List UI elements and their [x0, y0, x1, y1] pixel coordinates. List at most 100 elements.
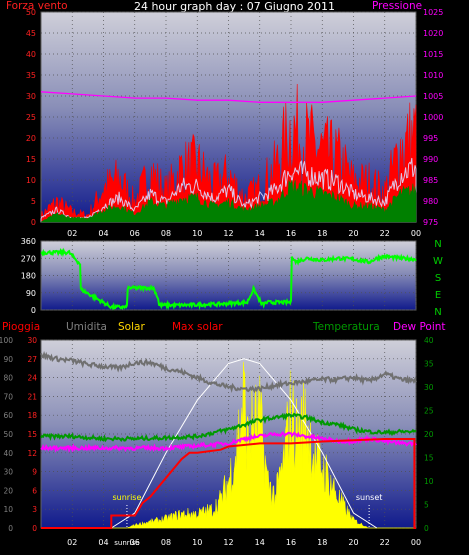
legend-max-solar: Max solar: [172, 321, 223, 333]
pressure-tick-label: 995: [423, 134, 438, 143]
humidity-tick-label: 70: [3, 392, 13, 401]
pressure-tick-label: 975: [423, 218, 438, 227]
wind-tick-label: 25: [26, 113, 36, 122]
rain-tick-label: 3: [32, 505, 37, 514]
sunset-annotation: sunset: [356, 493, 383, 502]
wind-x-tick-label: 12: [223, 229, 233, 238]
temperature-tick-label: 30: [424, 383, 434, 392]
temperature-tick-label: 5: [424, 501, 429, 510]
wind-x-tick-label: 22: [380, 229, 390, 238]
sunrise-annotation: sunrise: [112, 493, 141, 502]
direction-compass-label: W: [433, 256, 443, 267]
direction-tick-label: 180: [21, 272, 36, 281]
pressure-tick-label: 985: [423, 176, 438, 185]
pressure-line: [40, 91, 417, 103]
direction-compass-label: E: [435, 290, 441, 301]
humidity-tick-label: 0: [8, 524, 13, 533]
temperature-tick-label: 25: [424, 407, 434, 416]
temperature-tick-label: 10: [424, 477, 434, 486]
weather-x-tick-label: 22: [380, 538, 390, 547]
wind-tick-label: 45: [26, 29, 36, 38]
humidity-tick-label: 40: [3, 449, 13, 458]
rain-tick-label: 9: [32, 468, 37, 477]
wind-x-tick-label: 02: [67, 229, 77, 238]
wind-direction-line: [40, 247, 417, 311]
wind-tick-label: 0: [31, 218, 36, 227]
wind-tick-label: 5: [31, 197, 36, 206]
temperature-tick-label: 15: [424, 454, 434, 463]
pressure-tick-label: 1005: [423, 92, 443, 101]
wind-tick-label: 35: [26, 71, 36, 80]
weather-x-tick-label: 04: [98, 538, 108, 547]
sunrise-x-tick-label: sunrise: [114, 539, 139, 547]
legend-humidity: Umidita: [66, 321, 107, 333]
wind-series-line-2: [40, 157, 417, 223]
temperature-tick-label: 40: [424, 336, 434, 345]
wind-x-tick-label: 16: [286, 229, 296, 238]
rain-tick-label: 12: [27, 449, 37, 458]
weather-x-tick-label: 12: [223, 538, 233, 547]
weather-x-tick-label: 06: [130, 538, 140, 547]
wind-tick-label: 50: [26, 8, 36, 17]
direction-compass-label: N: [434, 307, 441, 318]
wind-x-tick-label: 00: [411, 229, 421, 238]
wind-x-tick-label: 18: [317, 229, 327, 238]
humidity-tick-label: 30: [3, 468, 13, 477]
wind-x-tick-label: 04: [98, 229, 108, 238]
weather-x-tick-label: 02: [67, 538, 77, 547]
wind-tick-label: 15: [26, 155, 36, 164]
weather-x-tick-label: 10: [192, 538, 202, 547]
weather-x-tick-label: 00: [411, 538, 421, 547]
wind-tick-label: 30: [26, 92, 36, 101]
wind-axis-label: Forza vento: [6, 0, 68, 12]
wind-tick-label: 40: [26, 50, 36, 59]
rain-tick-label: 24: [27, 374, 37, 383]
pressure-tick-label: 980: [423, 197, 438, 206]
wind-x-tick-label: 20: [348, 229, 358, 238]
humidity-tick-label: 80: [3, 374, 13, 383]
weather-x-tick-label: 16: [286, 538, 296, 547]
legend-temperature: Temperatura: [313, 321, 380, 333]
wind-tick-label: 10: [26, 176, 36, 185]
rain-tick-label: 15: [27, 430, 37, 439]
temperature-line: [40, 412, 417, 443]
humidity-tick-label: 100: [0, 336, 13, 345]
direction-tick-label: 90: [26, 289, 36, 298]
direction-tick-label: 0: [31, 306, 36, 315]
legend-solar: Solar: [118, 321, 145, 333]
max-solar-line: [111, 358, 378, 529]
pressure-tick-label: 1020: [423, 29, 443, 38]
rain-tick-label: 30: [27, 336, 37, 345]
humidity-tick-label: 10: [3, 505, 13, 514]
rain-tick-label: 27: [27, 355, 37, 364]
weather-x-tick-label: 08: [161, 538, 171, 547]
direction-tick-label: 360: [21, 237, 36, 246]
wind-tick-label: 20: [26, 134, 36, 143]
wind-x-tick-label: 08: [161, 229, 171, 238]
rain-tick-label: 21: [27, 392, 37, 401]
dew-point-line: [40, 431, 417, 454]
rain-tick-label: 0: [32, 524, 37, 533]
humidity-tick-label: 50: [3, 430, 13, 439]
chart-title: 24 hour graph day : 07 Giugno 2011: [133, 0, 336, 13]
pressure-axis-label: Pressione: [372, 0, 423, 12]
humidity-tick-label: 60: [3, 411, 13, 420]
pressure-tick-label: 1015: [423, 50, 443, 59]
wind-x-tick-label: 14: [255, 229, 265, 238]
wind-series-line-3: [40, 179, 417, 223]
pressure-tick-label: 1010: [423, 71, 443, 80]
weather-x-tick-label: 18: [317, 538, 327, 547]
rain-tick-label: 18: [27, 411, 37, 420]
temperature-tick-label: 0: [424, 524, 429, 533]
pressure-tick-label: 1025: [423, 8, 443, 17]
weather-x-tick-label: 20: [348, 538, 358, 547]
direction-compass-label: S: [435, 273, 441, 284]
weather-x-tick-label: 14: [255, 538, 265, 547]
legend-rain: Pioggia: [2, 321, 41, 333]
pressure-tick-label: 1000: [423, 113, 443, 122]
legend-dew-point: Dew Point: [393, 321, 446, 333]
wind-x-tick-label: 10: [192, 229, 202, 238]
rain-line: [41, 438, 416, 529]
temperature-tick-label: 35: [424, 360, 434, 369]
